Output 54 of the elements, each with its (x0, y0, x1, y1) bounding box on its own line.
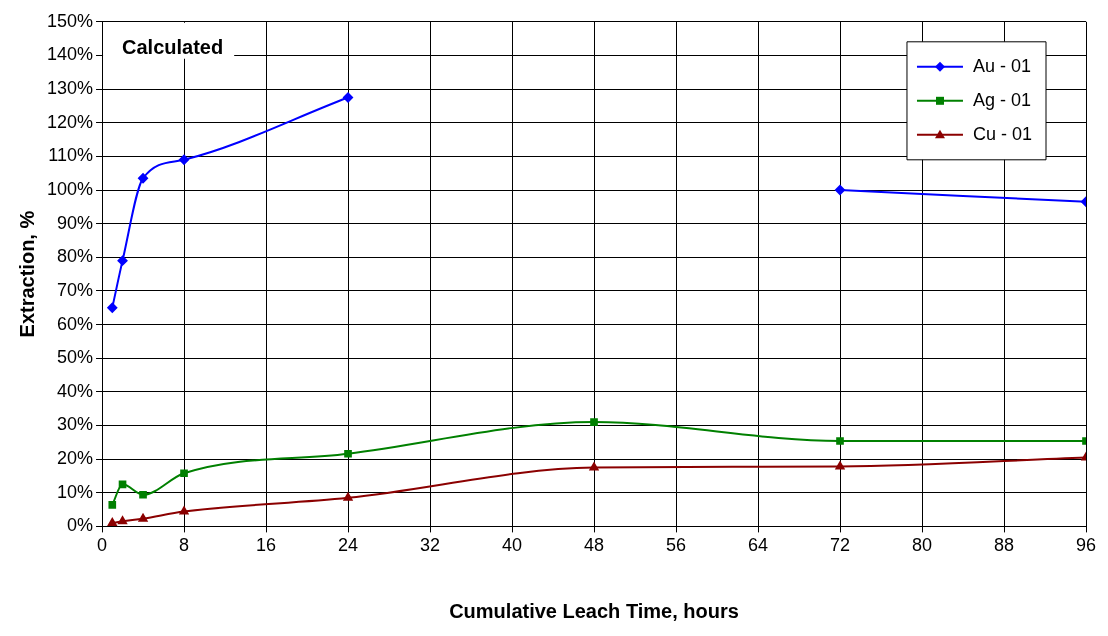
y-axis-title: Extraction, % (15, 210, 38, 338)
y-tick-label: 100% (46, 178, 94, 199)
legend-label: Cu - 01 (972, 123, 1032, 144)
y-tick-label: 80% (57, 246, 94, 267)
point (343, 492, 353, 501)
point (590, 418, 598, 426)
point (138, 513, 148, 522)
annotation: Calculated (122, 36, 224, 59)
x-tick-label: 56 (666, 535, 687, 556)
x-tick-label: 88 (993, 535, 1015, 556)
y-tick-label: 50% (57, 347, 94, 368)
x-tick-label: 32 (420, 535, 441, 556)
y-tick-label: 10% (57, 481, 94, 502)
point (836, 437, 844, 445)
point (179, 154, 190, 165)
x-tick-label: 24 (338, 535, 359, 556)
y-tick-label: 150% (46, 10, 94, 31)
point (139, 490, 147, 499)
y-tick-label: 60% (57, 313, 94, 334)
x-axis-title: Cumulative Leach Time, hours (449, 599, 739, 622)
y-tick-label: 90% (57, 212, 94, 233)
point (138, 173, 149, 184)
x-tick-label: 72 (829, 535, 851, 556)
y-tick-label: 120% (46, 111, 94, 132)
point (117, 255, 128, 266)
y-tick-label: 140% (46, 44, 94, 65)
point (107, 518, 117, 527)
point (179, 506, 189, 515)
y-tick-label: 0% (67, 515, 94, 536)
legend-label: Au - 01 (972, 55, 1032, 76)
x-tick-label: 64 (748, 535, 769, 556)
x-tick-label: 40 (502, 535, 523, 556)
point (118, 516, 127, 525)
y-tick-label: 110% (48, 145, 94, 166)
x-tick-label: 0 (97, 535, 108, 556)
point (589, 462, 599, 471)
y-tick-label: 130% (46, 78, 94, 99)
y-tick-label: 30% (57, 414, 94, 435)
y-tick-label: 40% (57, 380, 94, 401)
x-tick-label: 48 (584, 535, 605, 556)
y-tick-label: 20% (57, 448, 94, 469)
point (835, 185, 846, 195)
y-tick-label: 70% (57, 279, 94, 300)
x-tick-label: 16 (256, 535, 277, 556)
point (835, 461, 845, 470)
point (343, 92, 354, 103)
x-tick-label: 8 (179, 535, 190, 556)
legend-label: Ag - 01 (972, 89, 1032, 110)
x-tick-label: 96 (1075, 535, 1097, 556)
point (180, 469, 188, 478)
point (108, 501, 117, 509)
point (107, 302, 118, 313)
x-tick-label: 80 (911, 535, 933, 556)
point (344, 449, 352, 458)
